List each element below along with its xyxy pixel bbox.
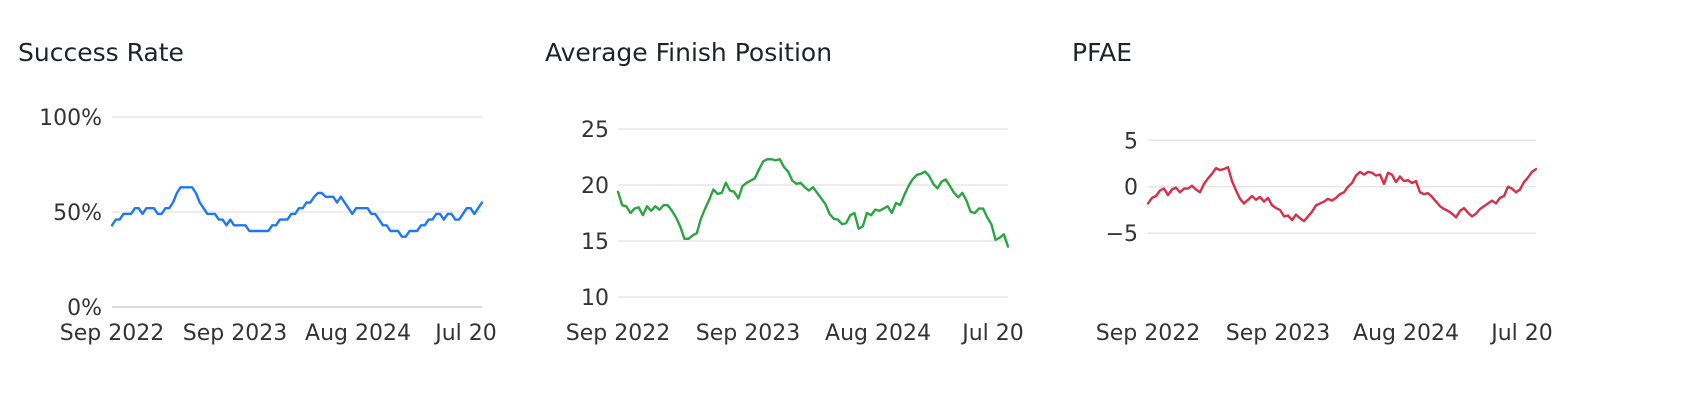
average-finish-position-chart: 10 15 20 25 Sep 2022 Sep 2023 Aug 2024 Jul 20	[566, 118, 1024, 346]
pfae-y-tick-label: −5	[1106, 222, 1138, 247]
pfae-title: PFAE	[1072, 38, 1133, 67]
sr-x-tick-label: Sep 2023	[183, 321, 287, 346]
afp-x-tick-label: Jul 20	[960, 321, 1024, 346]
success-rate-panel: Success Rate 0% 50% 100% Sep 2022 Sep 2023 Au…	[0, 0, 530, 402]
sr-y-tick-label: 0%	[67, 296, 102, 321]
afp-y-tick-label: 20	[581, 174, 609, 199]
afp-x-tick-label: Sep 2022	[566, 321, 670, 346]
afp-y-tick-label: 15	[581, 230, 609, 255]
afp-y-tick-label: 10	[581, 286, 609, 311]
sr-y-tick-label: 100%	[39, 106, 102, 131]
afp-x-tick-label: Aug 2024	[825, 321, 931, 346]
pfae-y-tick-label: 5	[1124, 129, 1138, 154]
pfae-x-tick-label: Jul 20	[1489, 321, 1553, 346]
success-rate-chart: 0% 50% 100% Sep 2022 Sep 2023 Aug 2024 Jul 20	[39, 106, 497, 346]
average-finish-position-title: Average Finish Position	[545, 38, 833, 67]
average-finish-position-panel: Average Finish Position 10 15 20 25 Sep 2022…	[545, 0, 1075, 402]
pfae-y-tick-label: 0	[1124, 176, 1138, 201]
success-rate-title: Success Rate	[18, 38, 184, 67]
afp-y-tick-label: 25	[581, 118, 609, 143]
pfae-x-tick-label: Sep 2022	[1096, 321, 1200, 346]
pfae-panel: PFAE −5 0 5 Sep 2022 Sep 2023 Aug 2024 Jul 20	[1072, 0, 1682, 402]
pfae-x-tick-label: Aug 2024	[1353, 321, 1459, 346]
sr-x-tick-label: Sep 2022	[60, 321, 164, 346]
pfae-x-tick-label: Sep 2023	[1226, 321, 1330, 346]
sr-x-tick-label: Jul 20	[433, 321, 497, 346]
pfae-chart: −5 0 5 Sep 2022 Sep 2023 Aug 2024 Jul 20	[1096, 129, 1553, 346]
sr-x-tick-label: Aug 2024	[305, 321, 411, 346]
sr-y-tick-label: 50%	[53, 201, 102, 226]
pfae-series-line	[1146, 166, 1538, 223]
sr-series-line	[110, 186, 484, 238]
afp-x-tick-label: Sep 2023	[696, 321, 800, 346]
afp-series-line	[616, 158, 1010, 248]
